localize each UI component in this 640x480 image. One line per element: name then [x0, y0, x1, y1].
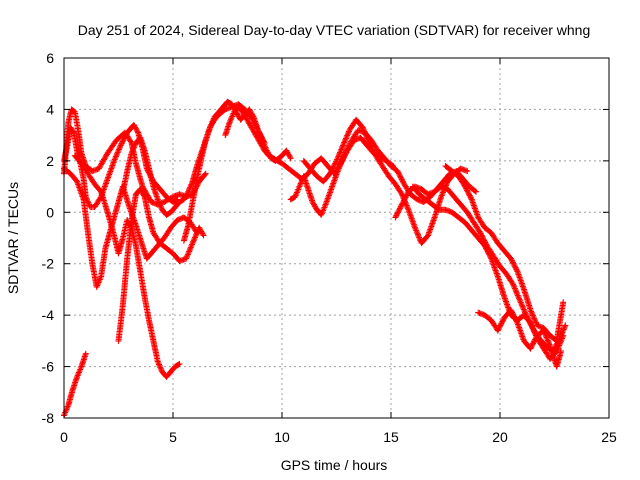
x-tick-label: 10 — [274, 429, 290, 445]
y-tick-label: 4 — [46, 101, 54, 117]
axis-ticks — [63, 57, 610, 419]
x-tick-label: 0 — [60, 429, 68, 445]
y-tick-label: 0 — [46, 204, 54, 220]
series-track-5 — [71, 152, 183, 380]
plot-frame — [63, 57, 610, 419]
x-tick-label: 25 — [601, 429, 617, 445]
y-tick-label: 6 — [46, 50, 54, 66]
y-tick-label: -4 — [42, 307, 55, 323]
data-marks — [61, 350, 89, 419]
x-axis-label: GPS time / hours — [281, 457, 388, 473]
y-tick-label: 2 — [46, 153, 54, 169]
x-tick-label: 5 — [169, 429, 177, 445]
grid — [64, 58, 609, 418]
y-axis-label: SDTVAR / TECUs — [5, 182, 21, 294]
series-track-11 — [300, 116, 471, 247]
data-marks — [71, 152, 183, 380]
data-marks — [180, 98, 294, 244]
tick-labels: 0 5 10 15 20 25 -8 -6 -4 -2 0 2 4 6 — [42, 50, 617, 445]
series-track-15 — [475, 307, 564, 370]
series-track-6 — [115, 186, 207, 344]
data-marks — [115, 186, 207, 344]
data-marks — [300, 116, 471, 247]
chart-title: Day 251 of 2024, Sidereal Day-to-day VTE… — [78, 22, 591, 38]
x-tick-label: 15 — [383, 429, 399, 445]
series-track-1 — [61, 350, 89, 419]
x-tick-label: 20 — [492, 429, 508, 445]
data-marks — [475, 307, 564, 370]
series-track-8 — [180, 98, 294, 244]
data-series — [61, 98, 569, 419]
y-tick-label: -6 — [42, 359, 55, 375]
y-tick-label: -8 — [42, 410, 55, 426]
y-tick-label: -2 — [42, 256, 55, 272]
